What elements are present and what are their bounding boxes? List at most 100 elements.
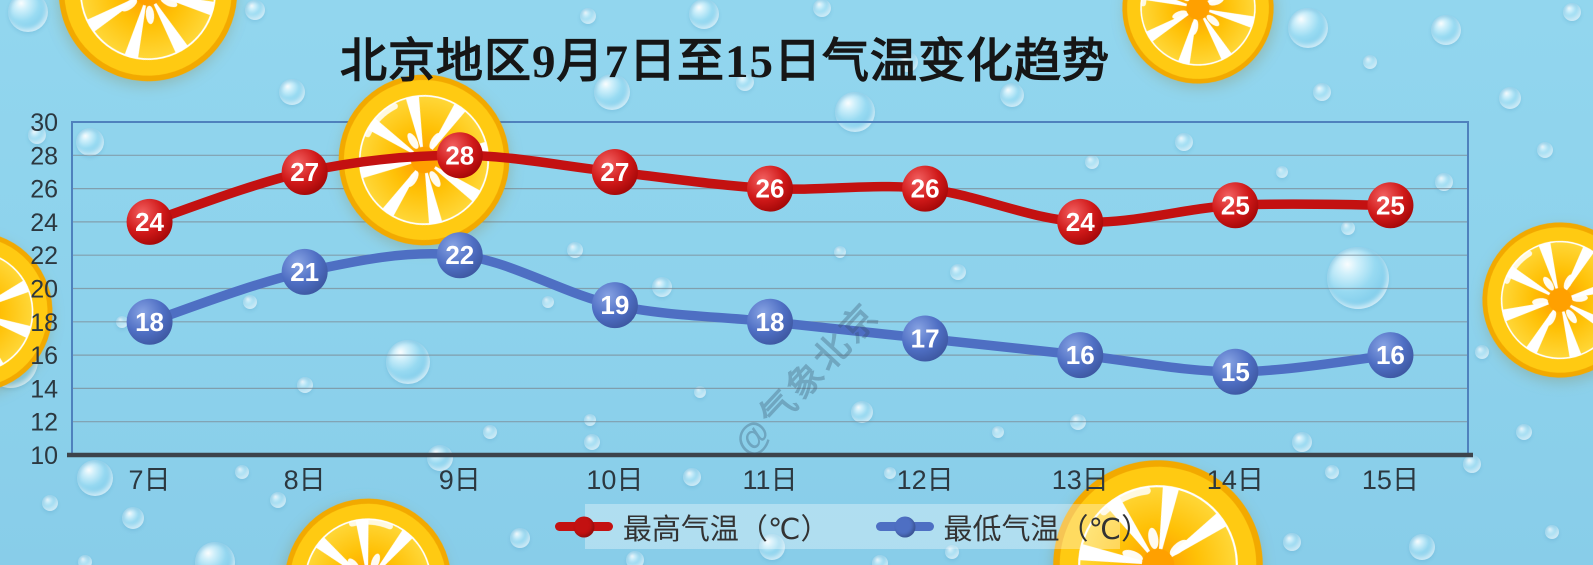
water-drop-decoration bbox=[1327, 247, 1389, 309]
high-temp-point-13日 bbox=[1057, 198, 1104, 245]
water-drop-decoration bbox=[765, 185, 779, 199]
data-label: 18 bbox=[756, 307, 785, 337]
low-temp-point-15日 bbox=[1367, 332, 1414, 379]
data-label: 27 bbox=[600, 157, 629, 187]
water-drop-decoration bbox=[1435, 173, 1453, 191]
water-drop-decoration bbox=[28, 126, 46, 144]
water-drop-decoration bbox=[270, 492, 286, 508]
water-drop-decoration bbox=[382, 509, 408, 535]
water-drop-decoration bbox=[195, 542, 235, 565]
water-drop-decoration bbox=[1409, 534, 1435, 560]
water-drop-decoration bbox=[1325, 465, 1339, 479]
water-drop-decoration bbox=[0, 332, 38, 388]
water-drop-decoration bbox=[386, 340, 430, 384]
data-label: 24 bbox=[135, 207, 164, 237]
water-drop-decoration bbox=[584, 414, 596, 426]
water-drop-decoration bbox=[116, 316, 128, 328]
water-drop-decoration bbox=[1276, 166, 1288, 178]
svg-text:9日: 9日 bbox=[439, 465, 481, 495]
low-temp-legend-label: 最低气温（℃） bbox=[943, 513, 1151, 546]
high-temp-point-10日 bbox=[591, 148, 638, 195]
high-temp-point-15日 bbox=[1367, 182, 1414, 229]
high-temp-point-11日 bbox=[747, 165, 793, 212]
svg-text:10: 10 bbox=[30, 442, 58, 470]
low-temp-line bbox=[144, 249, 1396, 377]
high-temp-legend-marker bbox=[554, 522, 613, 531]
lemon-slice-decoration bbox=[284, 498, 452, 565]
water-drop-decoration bbox=[245, 0, 265, 20]
high-temp-point-7日 bbox=[126, 198, 173, 245]
svg-text:22: 22 bbox=[30, 242, 58, 270]
high-temp-point-12日 bbox=[902, 165, 949, 212]
data-label: 28 bbox=[445, 140, 474, 170]
svg-text:14日: 14日 bbox=[1207, 465, 1264, 495]
water-drop-decoration bbox=[510, 528, 530, 548]
svg-text:12日: 12日 bbox=[897, 465, 954, 495]
water-drop-decoration bbox=[652, 277, 672, 297]
low-temp-legend-marker bbox=[875, 522, 934, 531]
lemon-slice-decoration bbox=[0, 231, 53, 393]
water-drop-decoration bbox=[1463, 455, 1481, 473]
water-drop-decoration bbox=[835, 92, 875, 132]
water-drop-decoration bbox=[950, 264, 966, 280]
watermark: @气象北京 bbox=[726, 294, 888, 464]
svg-text:28: 28 bbox=[30, 142, 58, 170]
data-label: 25 bbox=[1376, 190, 1405, 220]
data-label: 27 bbox=[290, 157, 319, 187]
data-label: 19 bbox=[600, 290, 629, 320]
water-drop-decoration bbox=[1070, 414, 1086, 430]
svg-text:20: 20 bbox=[30, 276, 58, 304]
svg-text:18: 18 bbox=[30, 309, 58, 337]
water-drop-decoration bbox=[42, 495, 58, 511]
water-drop-decoration bbox=[851, 401, 873, 423]
water-drop-decoration bbox=[834, 246, 846, 258]
svg-text:14: 14 bbox=[30, 375, 58, 403]
water-drop-decoration bbox=[77, 460, 113, 496]
data-label: 25 bbox=[1221, 190, 1250, 220]
data-label: 26 bbox=[911, 174, 940, 204]
water-drop-decoration bbox=[1545, 525, 1559, 539]
water-drop-decoration bbox=[122, 507, 144, 529]
data-label: 16 bbox=[1376, 340, 1405, 370]
water-drop-decoration bbox=[1341, 221, 1355, 235]
water-drop-decoration bbox=[1475, 345, 1489, 359]
water-drop-decoration bbox=[567, 242, 583, 258]
water-drop-decoration bbox=[1292, 432, 1312, 452]
svg-text:15日: 15日 bbox=[1362, 465, 1419, 495]
data-label: 26 bbox=[756, 174, 785, 204]
water-drop-decoration bbox=[1499, 87, 1521, 109]
low-temp-point-12日 bbox=[902, 315, 949, 362]
water-drop-decoration bbox=[872, 555, 888, 565]
water-drop-decoration bbox=[243, 295, 257, 309]
water-drop-decoration bbox=[1516, 424, 1532, 440]
svg-text:16: 16 bbox=[30, 342, 58, 370]
water-drop-decoration bbox=[1283, 533, 1301, 551]
data-label: 15 bbox=[1221, 357, 1250, 387]
legend-item-low-temp: 最低气温（℃） bbox=[875, 506, 1151, 548]
chart-title: 北京地区9月7日至15日气温变化趋势 bbox=[340, 36, 1110, 88]
low-temp-point-13日 bbox=[1057, 332, 1104, 379]
water-drop-decoration bbox=[884, 467, 896, 479]
water-drop-decoration bbox=[483, 425, 497, 439]
high-temp-legend-label: 最高气温（℃） bbox=[622, 513, 830, 546]
data-label: 18 bbox=[135, 307, 164, 337]
water-drop-decoration bbox=[1175, 133, 1193, 151]
svg-text:11日: 11日 bbox=[742, 465, 797, 495]
water-drop-decoration bbox=[353, 163, 383, 193]
water-drop-decoration bbox=[1563, 3, 1581, 21]
water-drop-decoration bbox=[813, 0, 831, 17]
water-drop-decoration bbox=[78, 555, 92, 565]
water-drop-decoration bbox=[694, 386, 706, 398]
water-drop-decoration bbox=[1085, 155, 1099, 169]
svg-text:26: 26 bbox=[30, 176, 58, 204]
water-drop-decoration bbox=[1537, 142, 1553, 158]
water-drop-decoration bbox=[584, 434, 600, 450]
water-drop-decoration bbox=[683, 468, 701, 486]
water-drop-decoration bbox=[76, 128, 104, 156]
high-temp-point-8日 bbox=[281, 148, 328, 195]
water-drop-decoration bbox=[427, 445, 453, 471]
water-drop-decoration bbox=[235, 465, 249, 479]
low-temp-point-8日 bbox=[281, 248, 328, 295]
data-label: 16 bbox=[1066, 340, 1095, 370]
